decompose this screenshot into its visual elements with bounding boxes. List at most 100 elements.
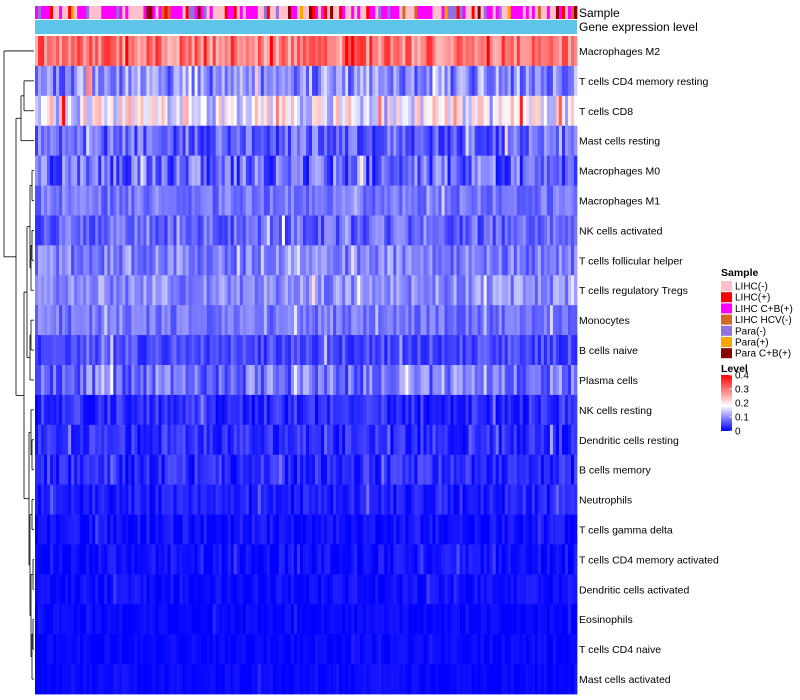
heatmap-cell (209, 604, 213, 635)
heatmap-cell (131, 484, 135, 515)
heatmap-cell (510, 215, 515, 246)
heatmap-cell (62, 514, 66, 545)
heatmap-cell (65, 36, 69, 67)
heatmap-cell (299, 604, 304, 635)
heatmap-cell (501, 335, 506, 366)
heatmap-cell (251, 424, 256, 456)
heatmap-cell (474, 125, 478, 157)
heatmap-cell (98, 544, 102, 575)
heatmap-cell (35, 365, 39, 396)
heatmap-cell (504, 125, 509, 157)
heatmap-cell (561, 514, 566, 545)
heatmap-cell (215, 275, 220, 306)
heatmap-cell (215, 95, 220, 127)
heatmap-cell (92, 125, 96, 157)
heatmap-cell (152, 65, 156, 97)
heatmap-cell (101, 185, 105, 216)
heatmap-cell (74, 604, 78, 635)
heatmap-cell (230, 36, 235, 67)
heatmap-cell (212, 215, 217, 246)
heatmap-cell (315, 514, 319, 545)
heatmap-cell (483, 484, 488, 515)
heatmap-cell (369, 245, 373, 276)
heatmap-cell (354, 65, 358, 97)
heatmap-cell (134, 245, 138, 276)
heatmap-cell (71, 514, 75, 545)
heatmap-cell (221, 604, 226, 635)
heatmap-cell (468, 544, 472, 575)
heatmap-cell (95, 365, 99, 396)
heatmap-cell (360, 335, 364, 366)
heatmap-cell (501, 245, 506, 276)
heatmap-cell (92, 305, 96, 336)
heatmap-cell (122, 664, 126, 695)
heatmap-cell (107, 394, 111, 426)
heatmap-cell (474, 664, 478, 695)
heatmap-cell (399, 215, 403, 246)
heatmap-cell (125, 634, 129, 665)
heatmap-cell (170, 335, 174, 366)
heatmap-cell (269, 544, 274, 575)
heatmap-cell (360, 155, 364, 186)
heatmap-cell (486, 275, 491, 306)
heatmap-cell (417, 305, 421, 336)
heatmap-cell (390, 634, 394, 665)
heatmap-cell (269, 604, 274, 635)
heatmap-cell (309, 424, 313, 456)
heatmap-cell (489, 125, 494, 157)
heatmap-cell (552, 365, 557, 396)
heatmap-cell (477, 245, 481, 276)
heatmap-cell (203, 125, 207, 157)
heatmap-cell (65, 95, 69, 127)
heatmap-cell (507, 365, 512, 396)
heatmap-cell (215, 65, 220, 97)
heatmap-cell (306, 65, 310, 97)
heatmap-cell (474, 544, 478, 575)
heatmap-cell (438, 155, 442, 186)
heatmap-cell (212, 634, 217, 665)
heatmap-cell (486, 215, 491, 246)
heatmap-cell (549, 604, 554, 635)
heatmap-cell (272, 664, 277, 695)
sample-annotation-cell (119, 6, 123, 19)
heatmap-cell (173, 335, 177, 366)
heatmap-cell (435, 245, 439, 276)
heatmap-cell (348, 394, 352, 426)
heatmap-cell (402, 215, 406, 246)
heatmap-cell (107, 335, 111, 366)
heatmap-cell (333, 664, 337, 695)
heatmap-cell (284, 604, 289, 635)
heatmap-cell (552, 185, 557, 216)
heatmap-cell (167, 574, 171, 605)
heatmap-cell (254, 335, 259, 366)
heatmap-cell (185, 185, 189, 216)
heatmap-cell (161, 365, 165, 396)
heatmap-cell (47, 65, 51, 97)
heatmap-cell (420, 574, 424, 605)
heatmap-cell (209, 634, 213, 665)
heatmap-cell (173, 36, 177, 67)
heatmap-cell (224, 335, 229, 366)
heatmap-cell (119, 125, 123, 157)
heatmap-cell (248, 574, 253, 605)
heatmap-cell (302, 365, 307, 396)
heatmap-cell (299, 544, 304, 575)
heatmap-cell (146, 65, 150, 97)
heatmap-cell (342, 65, 346, 97)
heatmap-cell (396, 95, 400, 127)
heatmap-cell (137, 424, 141, 456)
heatmap-cell (321, 484, 325, 515)
heatmap-cell (474, 185, 478, 216)
heatmap-cell (236, 125, 241, 157)
heatmap-cell (432, 335, 436, 366)
heatmap-cell (35, 245, 39, 276)
heatmap-cell (242, 574, 247, 605)
heatmap-cell (191, 574, 195, 605)
heatmap-cell (420, 125, 424, 157)
heatmap-cell (465, 604, 469, 635)
heatmap-cell (287, 484, 292, 515)
heatmap-cell (393, 634, 397, 665)
heatmap-cell (378, 365, 382, 396)
heatmap-cell (411, 365, 415, 396)
heatmap-cell (375, 514, 379, 545)
